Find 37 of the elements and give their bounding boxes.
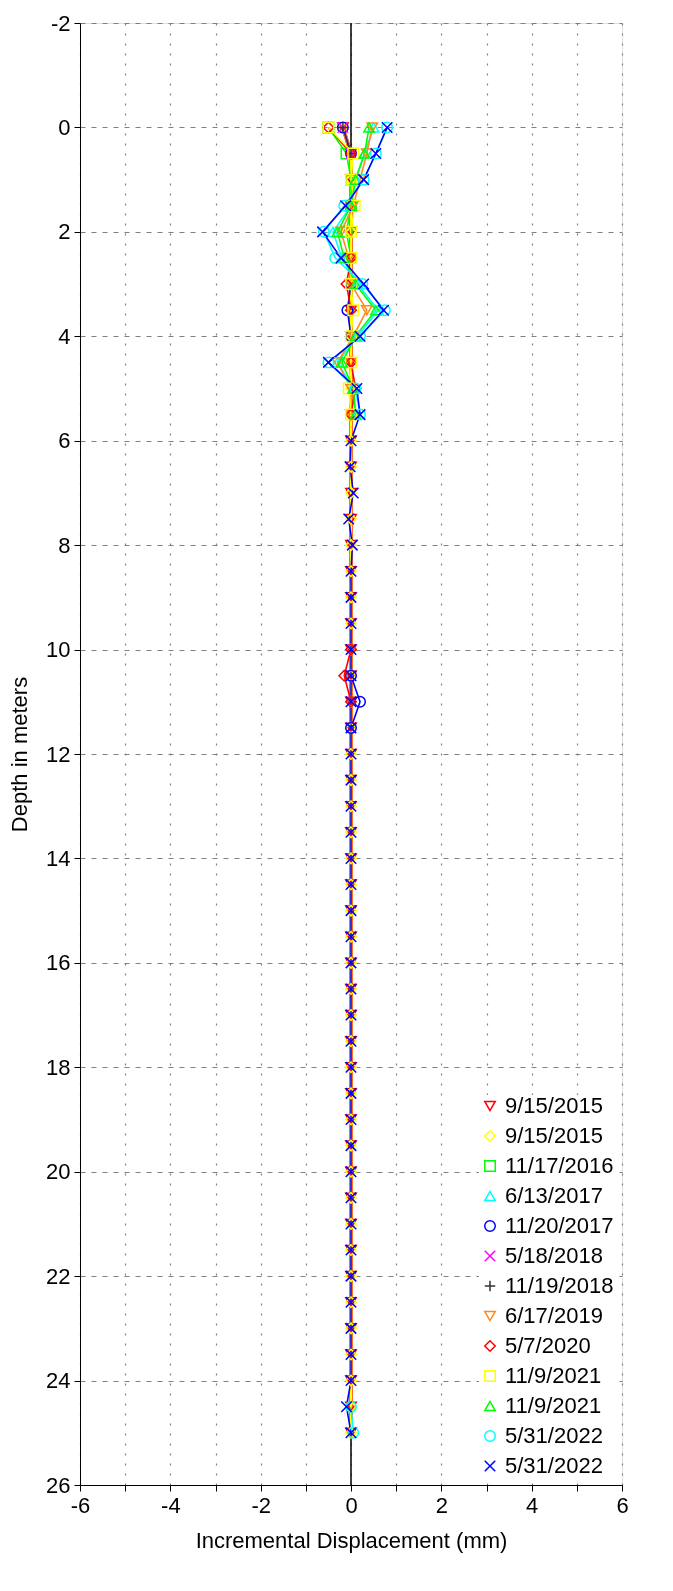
y-tick-label: 8 (58, 532, 71, 558)
y-tick-label: 20 (46, 1159, 71, 1185)
legend-label: 5/18/2018 (505, 1243, 603, 1268)
x-tick-label: -2 (251, 1492, 271, 1518)
legend-label: 9/15/2015 (505, 1093, 603, 1118)
y-tick-label: 14 (46, 845, 71, 871)
legend-label: 11/9/2021 (505, 1393, 602, 1418)
y-tick-label: 16 (46, 950, 71, 976)
legend-label: 11/9/2021 (505, 1363, 602, 1388)
x-tick-label: 0 (345, 1492, 358, 1518)
y-axis-title: Depth in meters (7, 676, 33, 833)
legend-label: 6/17/2019 (505, 1303, 603, 1328)
x-tick-label: -6 (70, 1492, 91, 1518)
y-tick-label: 10 (46, 637, 71, 663)
y-tick-label: -2 (50, 10, 71, 36)
legend-label: 6/13/2017 (505, 1183, 603, 1208)
y-tick-label: 4 (58, 323, 71, 349)
legend-label: 5/31/2022 (505, 1453, 603, 1478)
legend-label: 11/20/2017 (505, 1213, 614, 1238)
x-tick-label: -4 (161, 1492, 181, 1518)
y-tick-label: 12 (46, 741, 71, 767)
x-tick-label: 6 (616, 1492, 629, 1518)
y-tick-label: 18 (46, 1054, 71, 1080)
y-tick-label: 26 (46, 1472, 71, 1498)
y-tick-label: 24 (46, 1368, 71, 1394)
legend-label: 11/17/2016 (505, 1153, 614, 1178)
legend-label: 9/15/2015 (505, 1123, 603, 1148)
legend-label: 11/19/2018 (505, 1273, 614, 1298)
x-axis-title: Incremental Displacement (mm) (195, 1527, 508, 1553)
x-tick-label: 2 (435, 1492, 448, 1518)
x-tick-label: 4 (526, 1492, 539, 1518)
y-tick-label: 22 (46, 1263, 71, 1289)
legend-label: 5/31/2022 (505, 1423, 603, 1448)
y-tick-label: 2 (58, 219, 71, 245)
legend-label: 5/7/2020 (505, 1333, 591, 1358)
y-tick-label: 6 (58, 428, 71, 454)
y-tick-label: 0 (58, 114, 71, 140)
